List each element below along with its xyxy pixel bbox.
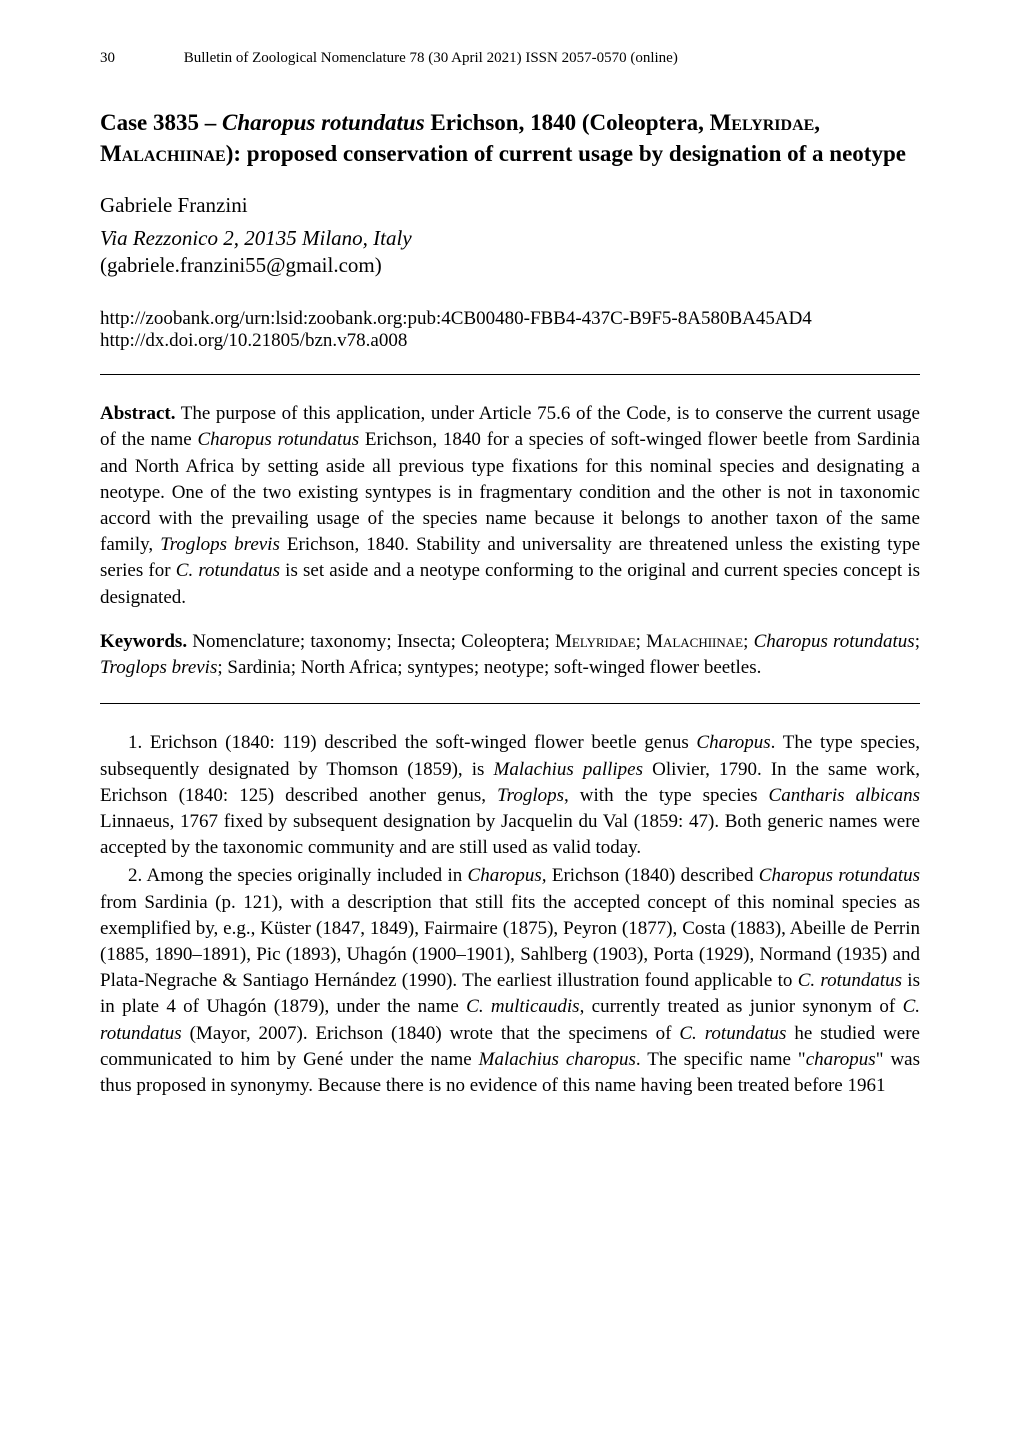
page-number: 30 (100, 50, 180, 67)
keywords-label: Keywords. (100, 631, 187, 652)
p2-num: 2. (128, 865, 142, 886)
p1-t4: , with the type species (564, 785, 769, 806)
keywords-t3: ; (915, 631, 920, 652)
abstract-i1: Charopus rotundatus (197, 429, 359, 450)
divider-top (100, 374, 920, 375)
p1-i1: Charopus (696, 732, 770, 753)
p2-i4: C. multicaudis (466, 996, 579, 1017)
p1-t1: Erichson (1840: 119) described the soft-… (142, 732, 696, 753)
abstract-paragraph: Abstract. The purpose of this applicatio… (100, 401, 920, 611)
p2-t2: Erichson (1840) described (547, 865, 759, 886)
author-name: Gabriele Franzini (100, 193, 920, 218)
p1-i2: Malachius pallipes (494, 759, 643, 780)
journal-info: Bulletin of Zoological Nomenclature 78 (… (184, 50, 678, 67)
p2-t6: (Mayor, 2007). Erichson (1840) wrote tha… (182, 1023, 680, 1044)
keywords-sc1: Melyridae (555, 631, 636, 652)
keywords-i2: Troglops brevis (100, 657, 217, 678)
running-head: 30 Bulletin of Zoological Nomenclature 7… (100, 50, 920, 67)
body-paragraph-1: 1. Erichson (1840: 119) described the so… (100, 730, 920, 861)
title-taxon: Charopus rotundatus (222, 110, 425, 135)
author-email: (gabriele.franzini55@gmail.com) (100, 253, 920, 278)
p1-i3: Troglops (497, 785, 564, 806)
keywords-t4: ; Sardinia; North Africa; syntypes; neot… (217, 657, 761, 678)
keywords-paragraph: Keywords. Nomenclature; taxonomy; Insect… (100, 629, 920, 681)
keywords-sc2: Malachiinae (646, 631, 743, 652)
p2-i2: Charopus rotundatus (759, 865, 920, 886)
abstract-i2: Troglops brevis (160, 534, 280, 555)
p1-t5: Linnaeus, 1767 fixed by subsequent desig… (100, 811, 920, 858)
keywords-i1: Charopus rotundatus (754, 631, 915, 652)
body-paragraph-2: 2. Among the species originally included… (100, 863, 920, 1099)
url-block: http://zoobank.org/urn:lsid:zoobank.org:… (100, 308, 920, 352)
p1-i4: Cantharis albicans (769, 785, 920, 806)
p2-t1: Among the species originally included in (142, 865, 467, 886)
p2-i1: Charopus, (468, 865, 547, 886)
p2-t5: , currently treated as junior synonym of (580, 996, 903, 1017)
doi-url[interactable]: http://dx.doi.org/10.21805/bzn.v78.a008 (100, 330, 920, 352)
keywords-t2: ; (743, 631, 753, 652)
p2-t8: . The specific name " (636, 1049, 806, 1070)
divider-bottom (100, 703, 920, 704)
p2-i8: charopus (806, 1049, 876, 1070)
title-seg-1: Case 3835 – (100, 110, 222, 135)
p2-i3: C. rotundatus (798, 970, 902, 991)
article-title: Case 3835 – Charopus rotundatus Erichson… (100, 107, 920, 169)
title-seg-2: Erichson, 1840 (Coleoptera, (425, 110, 704, 135)
keywords-t1: Nomenclature; taxonomy; Insecta; Coleopt… (187, 631, 555, 652)
title-seg-3: ): proposed conservation of current usag… (226, 141, 906, 166)
author-affiliation: Via Rezzonico 2, 20135 Milano, Italy (100, 226, 920, 251)
p2-i6: C. rotundatus (679, 1023, 786, 1044)
page: 30 Bulletin of Zoological Nomenclature 7… (0, 0, 1020, 1453)
keywords-t1b: ; (636, 631, 646, 652)
abstract-label: Abstract. (100, 403, 175, 424)
p2-i7: Malachius charopus (479, 1049, 636, 1070)
p1-num: 1. (128, 732, 142, 753)
abstract-i3: C. rotundatus (176, 560, 280, 581)
zoobank-url[interactable]: http://zoobank.org/urn:lsid:zoobank.org:… (100, 308, 920, 330)
